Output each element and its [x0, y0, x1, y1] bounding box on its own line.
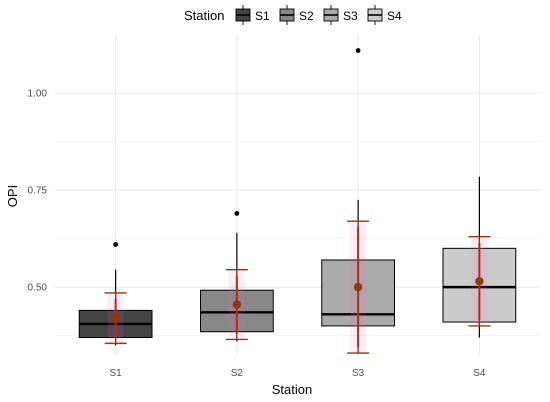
- legend-title: Station: [184, 8, 224, 23]
- mean-point: [475, 277, 484, 286]
- legend-entry: S1: [235, 5, 270, 25]
- legend-label: S2: [299, 9, 314, 23]
- y-axis: 0.50 0.75 1.00: [28, 89, 48, 294]
- box-group: [442, 176, 517, 338]
- y-axis-title: OPI: [5, 185, 20, 207]
- x-axis-title: Station: [272, 382, 312, 397]
- y-tick-label: 1.00: [28, 89, 48, 100]
- legend-label: S1: [255, 9, 270, 23]
- y-tick-label: 0.50: [28, 283, 48, 294]
- box-group: [321, 48, 395, 354]
- x-tick-label: S4: [473, 368, 486, 379]
- y-tick-label: 0.75: [28, 186, 48, 197]
- x-tick-label: S1: [110, 368, 123, 379]
- box-group: [200, 211, 274, 342]
- box-group: [78, 242, 153, 346]
- mean-point: [111, 313, 120, 323]
- outlier-point: [355, 48, 361, 53]
- legend-entry: S2: [279, 5, 314, 25]
- mean-point: [232, 300, 242, 309]
- legend-entry: S4: [367, 5, 402, 25]
- outlier-point: [113, 242, 119, 247]
- plot-area: [78, 48, 517, 354]
- legend-entry: S3: [323, 5, 358, 25]
- legend-label: S4: [387, 9, 402, 23]
- x-tick-label: S2: [231, 368, 244, 379]
- outlier-point: [234, 211, 240, 216]
- x-axis: S1 S2 S3 S4: [110, 368, 486, 379]
- mean-point: [353, 282, 363, 292]
- legend-label: S3: [343, 9, 358, 23]
- x-tick-label: S3: [352, 368, 365, 379]
- legend: Station S1 S2 S3 S4: [184, 5, 402, 25]
